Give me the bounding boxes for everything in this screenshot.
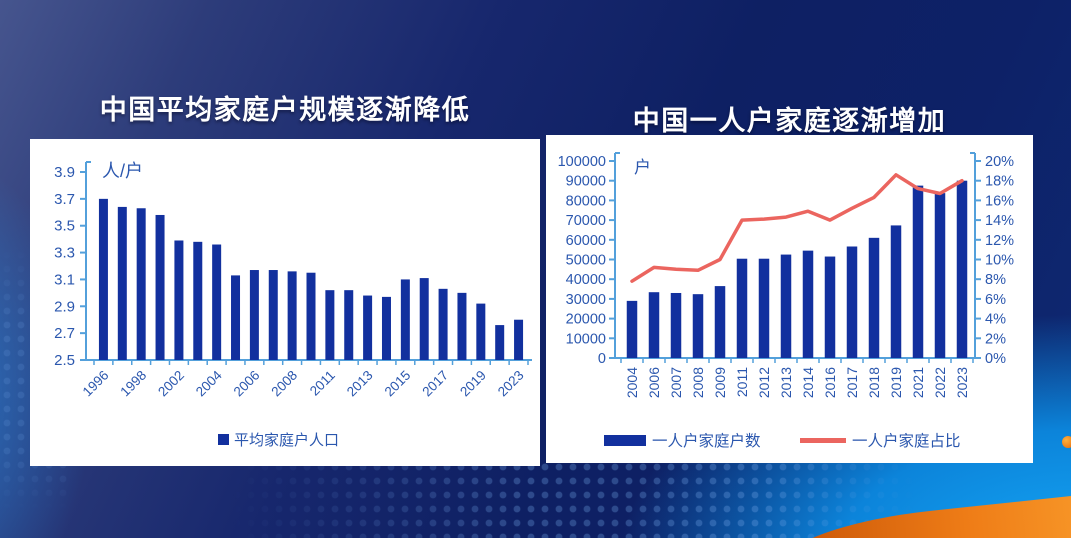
svg-text:10%: 10% — [985, 253, 1014, 269]
svg-text:3.3: 3.3 — [54, 245, 75, 262]
svg-text:2004: 2004 — [193, 367, 225, 399]
svg-text:2.5: 2.5 — [54, 352, 75, 369]
svg-text:2.9: 2.9 — [54, 298, 75, 315]
svg-text:2006: 2006 — [646, 367, 662, 398]
svg-text:12%: 12% — [985, 233, 1014, 249]
svg-text:2018: 2018 — [866, 367, 882, 398]
chart-title-household-size: 中国平均家庭户规模逐渐降低 — [99, 95, 471, 125]
right-chart-bars — [626, 180, 968, 358]
svg-text:20000: 20000 — [566, 312, 606, 328]
svg-text:100000: 100000 — [558, 154, 606, 170]
svg-text:2013: 2013 — [344, 368, 376, 400]
chart-panel-single-person: 100000 20% 90000 18% 80000 16% 70000 14% 60000 12… — [546, 135, 1033, 463]
svg-text:14%: 14% — [985, 213, 1014, 229]
svg-text:人/户: 人/户 — [102, 161, 143, 181]
svg-text:2022: 2022 — [932, 367, 948, 398]
svg-text:一人户家庭户数: 一人户家庭户数 — [652, 432, 761, 450]
svg-text:2023: 2023 — [954, 367, 970, 398]
svg-text:3.9: 3.9 — [54, 164, 75, 181]
svg-text:0: 0 — [598, 351, 606, 367]
left-chart-legend: 平均家庭户人口 — [218, 432, 339, 449]
svg-text:50000: 50000 — [566, 253, 606, 269]
right-chart-line — [630, 173, 964, 283]
svg-text:80000: 80000 — [566, 193, 606, 209]
svg-text:2011: 2011 — [307, 368, 338, 399]
orange-dot-decoration — [1062, 436, 1071, 448]
svg-text:2002: 2002 — [155, 368, 187, 400]
right-chart-axes: 100000 20%90000 18%80000 16%70000 14%60000 12… — [558, 152, 1014, 367]
halftone-dots-bottom — [230, 460, 920, 538]
svg-text:2.7: 2.7 — [54, 325, 75, 342]
svg-text:2021: 2021 — [910, 367, 926, 398]
single-person-households-combo-chart: 100000 20%90000 18%80000 16%70000 14%60000 12… — [558, 152, 1014, 450]
svg-text:6%: 6% — [985, 292, 1006, 308]
svg-text:4%: 4% — [985, 312, 1006, 328]
svg-text:10000: 10000 — [566, 331, 606, 347]
svg-text:户: 户 — [634, 158, 651, 177]
svg-text:2007: 2007 — [668, 367, 684, 398]
svg-text:2014: 2014 — [800, 367, 816, 398]
svg-text:70000: 70000 — [566, 213, 606, 229]
svg-text:1998: 1998 — [117, 368, 149, 400]
svg-text:一人户家庭占比: 一人户家庭占比 — [852, 432, 961, 450]
svg-text:1996: 1996 — [80, 368, 112, 400]
svg-text:3.1: 3.1 — [54, 271, 75, 288]
svg-text:2015: 2015 — [382, 368, 414, 400]
svg-text:90000: 90000 — [566, 174, 606, 190]
svg-text:平均家庭户人口: 平均家庭户人口 — [234, 432, 339, 449]
svg-text:2008: 2008 — [268, 368, 300, 400]
chart-title-single-person: 中国一人户家庭逐渐增加 — [632, 106, 947, 136]
svg-text:16%: 16% — [985, 193, 1014, 209]
svg-text:2019: 2019 — [888, 367, 904, 398]
svg-text:3.7: 3.7 — [54, 191, 75, 208]
svg-text:8%: 8% — [985, 272, 1006, 288]
svg-text:2009: 2009 — [712, 367, 728, 398]
left-chart-bars — [98, 198, 524, 360]
svg-text:2017: 2017 — [419, 368, 451, 400]
right-chart-legend: 一人户家庭户数 一人户家庭占比 — [604, 432, 961, 450]
svg-text:0%: 0% — [985, 351, 1006, 367]
svg-text:2012: 2012 — [756, 367, 772, 398]
svg-text:2017: 2017 — [844, 367, 860, 398]
svg-text:2008: 2008 — [690, 367, 706, 398]
left-chart-x-labels: 1996 1998 2002 2004 2006 2008 2011 2013 2015 2017… — [80, 367, 527, 399]
svg-text:20%: 20% — [985, 154, 1014, 170]
svg-text:2023: 2023 — [495, 368, 527, 400]
svg-text:2011: 2011 — [734, 367, 750, 397]
svg-text:2006: 2006 — [231, 368, 263, 400]
right-chart-x-labels: 2004 2006 2007 2008 2009 2011 2012 2013 2014 2016… — [624, 367, 970, 398]
svg-text:3.5: 3.5 — [54, 218, 75, 235]
svg-text:18%: 18% — [985, 174, 1014, 190]
svg-text:60000: 60000 — [566, 233, 606, 249]
svg-text:30000: 30000 — [566, 292, 606, 308]
svg-text:40000: 40000 — [566, 272, 606, 288]
svg-text:2016: 2016 — [822, 367, 838, 398]
chart-panel-household-size: 3.9 3.7 3.5 3.3 3.1 2.9 2.7 2.5 人/户 1996 1998 2002 2… — [30, 139, 540, 466]
svg-text:2019: 2019 — [457, 368, 489, 400]
svg-text:2013: 2013 — [778, 367, 794, 398]
svg-text:2004: 2004 — [624, 367, 640, 398]
orange-swoosh-decoration — [772, 492, 1071, 538]
svg-text:2%: 2% — [985, 331, 1006, 347]
